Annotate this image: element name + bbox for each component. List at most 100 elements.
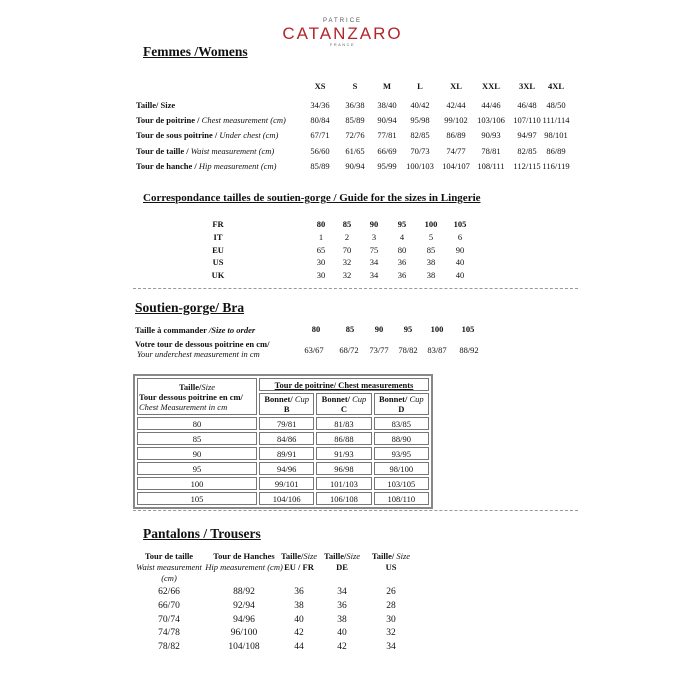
table-cell: 90/93 (481, 130, 501, 140)
size-header: XS (314, 81, 326, 91)
size-header: XXL (482, 81, 500, 91)
table-cell: 104/108 (228, 642, 260, 653)
table-cell: 26 (386, 587, 396, 597)
table-row: 80 79/81 81/83 83/85 (137, 417, 429, 430)
table-cell: 96/98 (316, 462, 372, 475)
table-cell: 108/111 (477, 161, 505, 171)
table-cell: 34 (337, 587, 347, 597)
table-row: 95 94/96 96/98 98/100 (137, 462, 429, 475)
table-cell: 38 (426, 257, 436, 268)
table-cell: 90/94 (345, 161, 365, 171)
logo-pre: PATRICE (322, 18, 363, 24)
logo-name: CATANZARO (282, 24, 403, 43)
table-cell: 104/106 (259, 492, 315, 505)
table-cell: 72/76 (345, 130, 365, 140)
divider (133, 510, 578, 511)
table-cell: 74/78 (158, 628, 180, 639)
column-header: Taille/ Size US (371, 551, 411, 572)
table-cell: 95/99 (377, 161, 397, 171)
size-header: L (417, 81, 423, 91)
table-cell: 2 (344, 231, 350, 242)
table-cell: 61/65 (345, 146, 365, 156)
row-label: IT (213, 231, 223, 242)
table-cell: 111/114 (542, 115, 570, 125)
table-cell: 28 (386, 600, 396, 611)
table-cell: 74/77 (446, 146, 466, 156)
table-cell: 83/85 (373, 417, 429, 430)
underchest-value: 83/87 (427, 345, 447, 355)
table-cell: 85 (137, 432, 257, 445)
underchest-label-en: Your underchest measurement in cm (137, 349, 260, 359)
table-cell: 48/50 (546, 100, 566, 110)
table-cell: 40 (294, 614, 304, 625)
table-cell: 5 (428, 231, 434, 242)
table-cell: 40/42 (410, 100, 430, 110)
table-cell: 38 (294, 600, 304, 611)
table-cell: 34/36 (310, 100, 330, 110)
table-cell: 89/91 (259, 447, 315, 460)
table-cell: 80 (397, 244, 407, 255)
column-header: Tour de Hanches Hip measurement (cm) (205, 551, 283, 572)
order-size: 100 (430, 324, 444, 334)
table-cell: 86/89 (446, 130, 466, 140)
table-cell: 103/106 (477, 115, 505, 125)
table-cell: 32 (342, 270, 352, 281)
table-cell: 36/38 (345, 100, 365, 110)
table-cell: 94/97 (517, 130, 537, 140)
column-header: Taille/Size DE (323, 551, 361, 572)
table-cell: 82/85 (517, 146, 537, 156)
table-cell: 91/93 (316, 447, 372, 460)
table-cell: 66/70 (158, 600, 180, 611)
table-cell: 85/89 (310, 161, 330, 171)
table-cell: 46/48 (517, 100, 537, 110)
column-header: Taille/Size EU / FR (280, 551, 318, 572)
chest-header: Tour de poitrine/ Chest measurements (259, 378, 429, 391)
table-cell: 99/102 (444, 115, 468, 125)
row-label: Tour de poitrine / Chest measurement (cm… (136, 115, 286, 125)
row-label: Tour de sous poitrine / Under chest (cm) (136, 130, 279, 140)
table-cell: 44 (294, 642, 304, 653)
table-cell: 70/73 (410, 146, 430, 156)
table-cell: 95/98 (410, 115, 430, 125)
table-cell: 80 (137, 417, 257, 430)
row-label: EU (212, 244, 224, 255)
row-label: Taille/ Size (136, 100, 176, 110)
order-size: 105 (461, 324, 475, 334)
divider (133, 288, 578, 289)
table-cell: 56/60 (310, 146, 330, 156)
row-label: Tour de taille / Waist measurement (cm) (136, 146, 275, 156)
row-label: UK (211, 270, 225, 281)
table-cell: 38 (337, 614, 347, 625)
table-cell: 70 (342, 244, 352, 255)
table-cell: 90 (369, 219, 379, 229)
table-cell: 80 (316, 219, 326, 229)
table-cell: 112/115 (513, 161, 541, 171)
table-cell: 67/71 (310, 130, 330, 140)
table-cell: 32 (386, 628, 396, 639)
table-cell: 98/101 (544, 130, 568, 140)
table-cell: 42/44 (446, 100, 466, 110)
table-cell: 88/90 (373, 432, 429, 445)
table-cell: 78/82 (158, 642, 180, 653)
table-cell: 93/95 (373, 447, 429, 460)
table-cell: 6 (457, 231, 463, 242)
lingerie-title: Correspondance tailles de soutien-gorge … (143, 192, 481, 204)
order-size-label: Taille à commander /Size to order (135, 325, 256, 335)
table-cell: 90 (455, 244, 465, 255)
table-cell: 98/100 (373, 462, 429, 475)
table-cell: 81/83 (316, 417, 372, 430)
table-cell: 30 (316, 257, 326, 268)
table-cell: 36 (337, 600, 347, 611)
table-cell: 84/86 (259, 432, 315, 445)
brand-logo: PATRICE CATANZARO FRANCE (0, 18, 685, 48)
size-header: 3XL (518, 81, 536, 91)
table-cell: 4 (399, 231, 405, 242)
table-cell: 88/92 (233, 587, 255, 597)
table-cell: 105 (453, 219, 467, 229)
order-size: 95 (403, 324, 413, 334)
table-cell: 40 (455, 257, 465, 268)
table-cell: 92/94 (233, 600, 255, 611)
table-cell: 70/74 (158, 614, 180, 625)
size-header: Taille/Size Tour dessous poitrine en cm/… (137, 378, 257, 415)
order-size: 85 (345, 324, 355, 334)
